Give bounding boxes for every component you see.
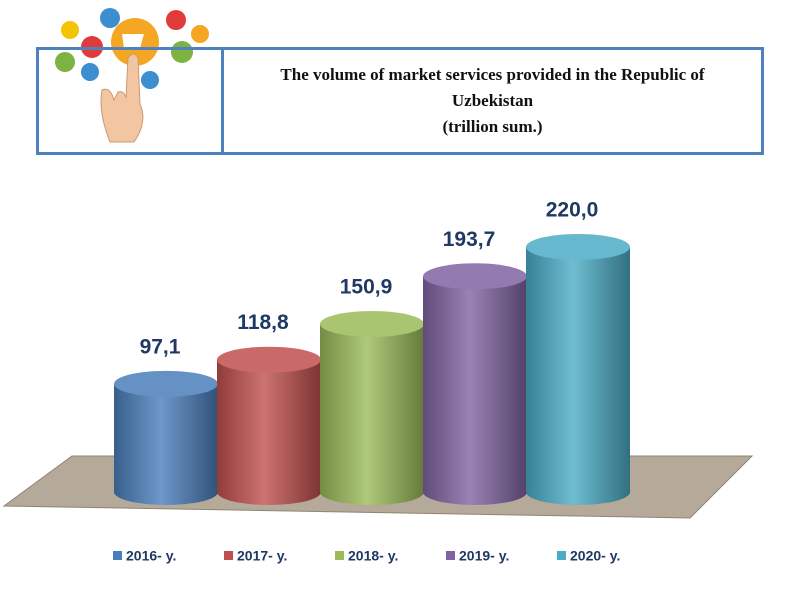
value-label: 97,1: [140, 335, 181, 358]
legend-swatch: [224, 551, 233, 560]
value-label: 118,8: [237, 311, 289, 334]
chart-subtitle: (trillion sum.): [442, 117, 543, 136]
header-box: The volume of market services provided i…: [36, 47, 764, 155]
chart-title: The volume of market services provided i…: [280, 65, 705, 110]
title-cell: The volume of market services provided i…: [224, 50, 761, 152]
cylinder-top: [114, 370, 218, 397]
legend-label: 2018- y.: [348, 548, 398, 564]
legend-label: 2019- y.: [459, 548, 509, 564]
value-label: 150,9: [340, 275, 393, 298]
value-label: 193,7: [443, 228, 496, 251]
legend-swatch: [335, 551, 344, 560]
legend-swatch: [446, 551, 455, 560]
bar: [320, 323, 424, 492]
cylinder-top: [217, 346, 321, 373]
legend-label: 2016- y.: [126, 548, 176, 564]
legend-label: 2017- y.: [237, 548, 287, 564]
icon-cell: [39, 50, 224, 152]
legend-swatch: [557, 551, 566, 560]
legend-swatch: [113, 551, 122, 560]
cylinder-top: [423, 263, 527, 290]
bar: [217, 359, 321, 492]
bar: [526, 247, 630, 492]
legend-label: 2020- y.: [570, 548, 620, 564]
value-label: 220,0: [546, 199, 599, 222]
bar: [114, 383, 218, 492]
cylinder-top: [526, 234, 630, 260]
icon-art: [55, 8, 209, 143]
bar: [423, 276, 527, 492]
cylinder-top: [320, 310, 424, 337]
